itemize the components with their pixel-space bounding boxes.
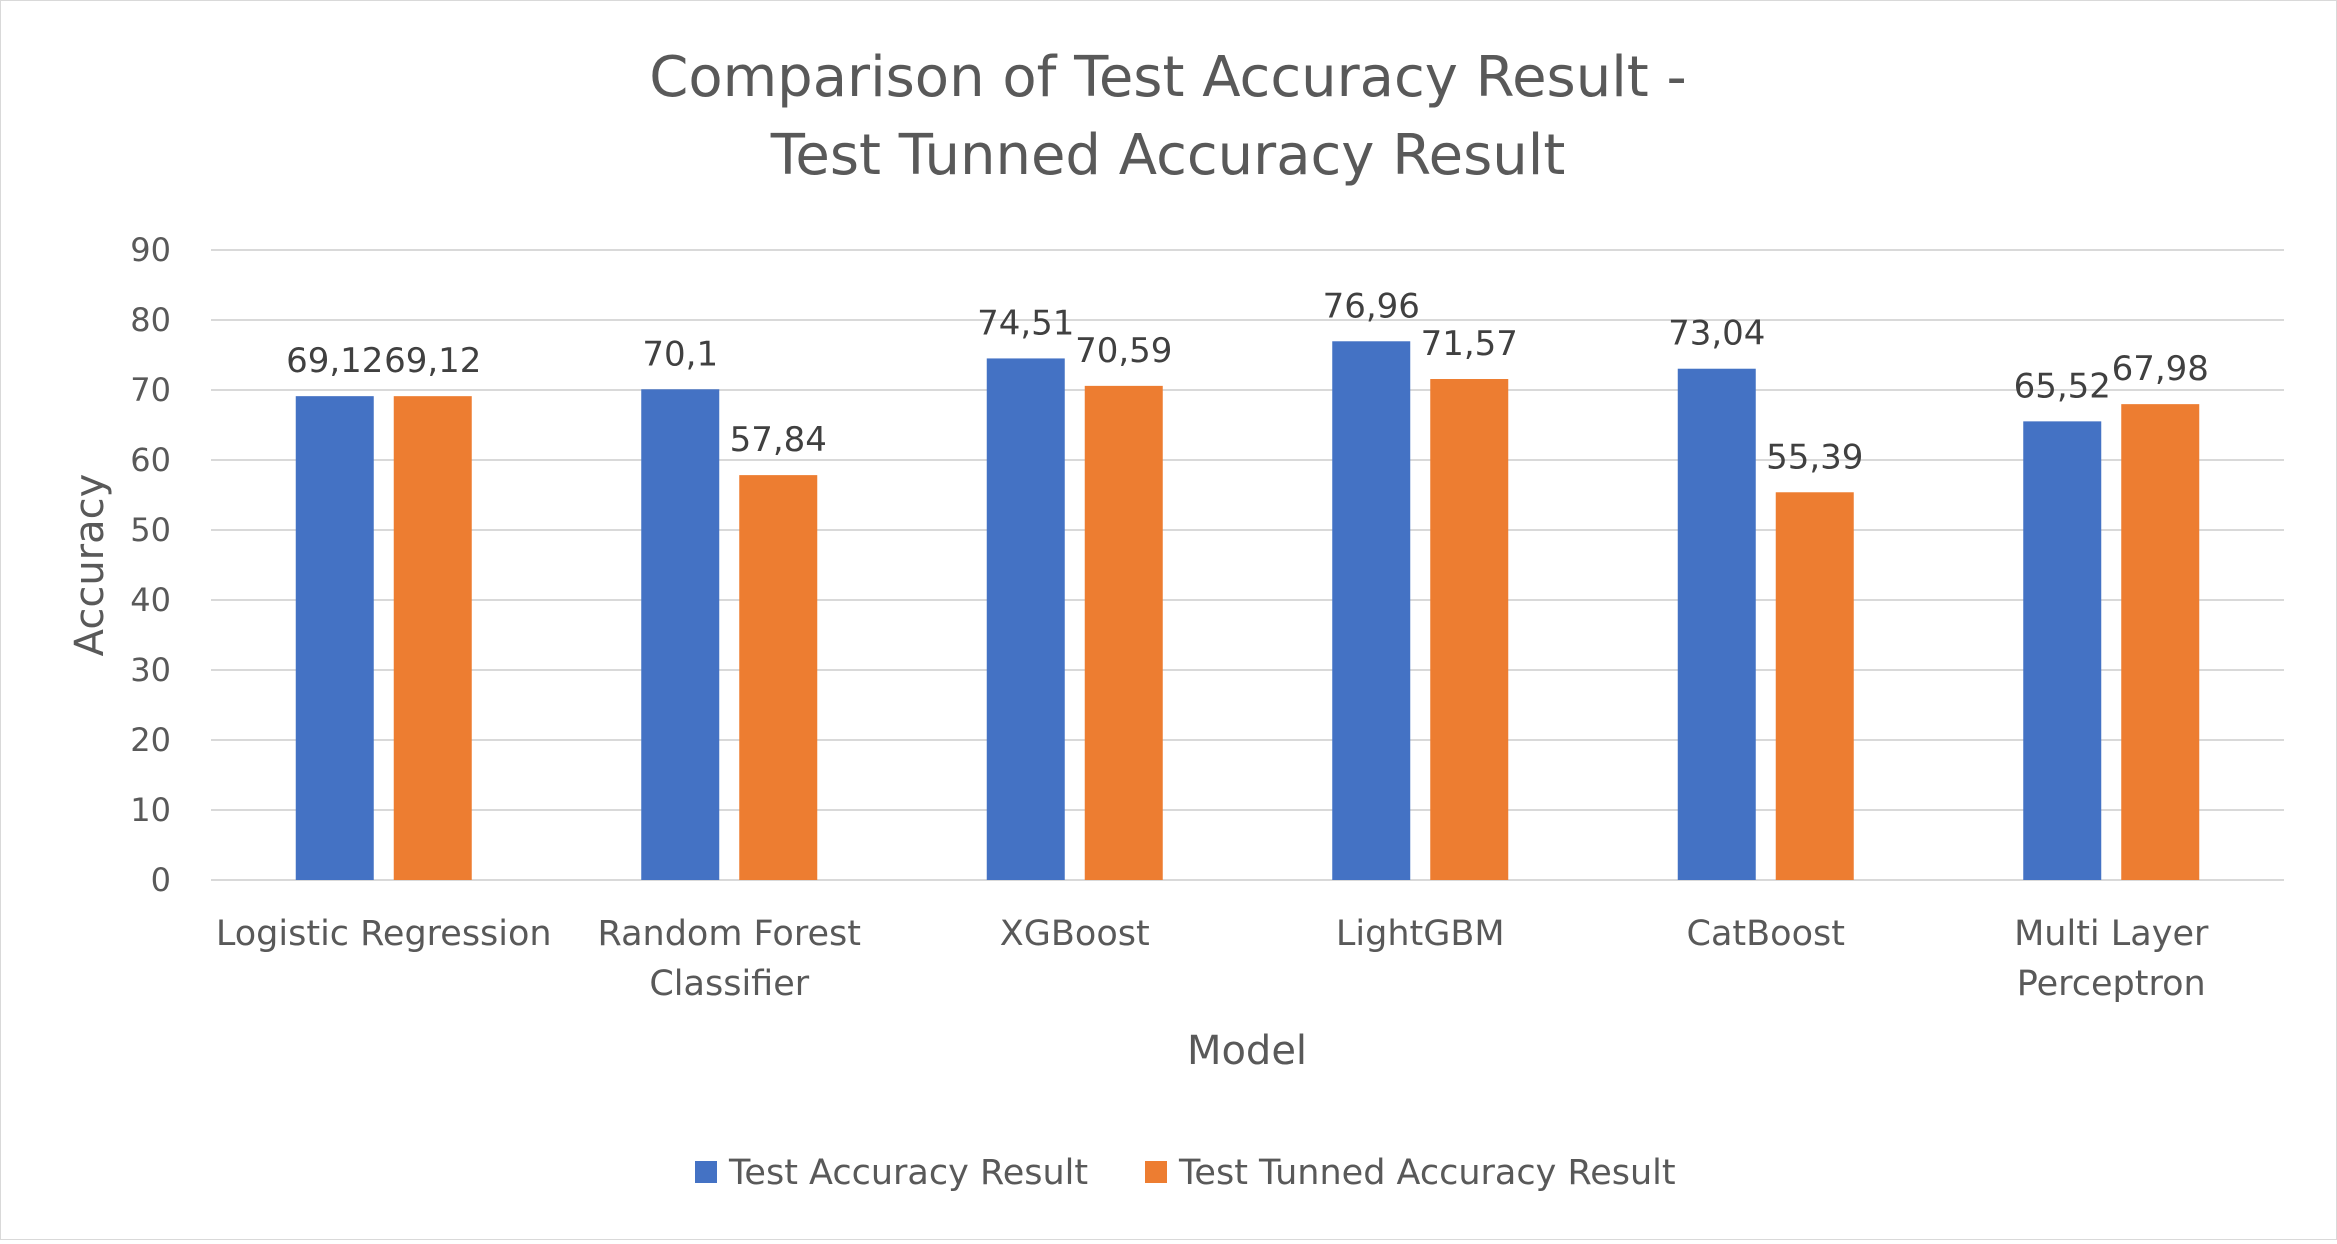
legend-label-test: Test Accuracy Result <box>728 1153 1088 1193</box>
data-label: 69,12 <box>384 341 481 381</box>
data-label: 67,98 <box>2112 349 2209 389</box>
y-tick-label: 50 <box>130 511 171 549</box>
bar-test-3 <box>1332 341 1411 880</box>
chart-title-line-2: Test Tunned Accuracy Result <box>770 123 1566 188</box>
legend-swatch-test <box>695 1161 717 1183</box>
data-label: 73,04 <box>1668 314 1765 354</box>
bar-tunned-4 <box>1775 492 1854 880</box>
data-label: 57,84 <box>730 420 827 460</box>
bar-tunned-0 <box>393 396 472 880</box>
y-tick-label: 90 <box>130 231 171 269</box>
bar-tunned-2 <box>1084 385 1163 880</box>
x-tick-label: XGBoost <box>1000 914 1150 954</box>
bar-test-4 <box>1677 368 1756 880</box>
legend: Test Accuracy Result Test Tunned Accuracy… <box>695 1153 1676 1193</box>
gridlines <box>211 249 2284 881</box>
y-tick-label: 40 <box>130 581 171 619</box>
bar-tunned-3 <box>1430 379 1509 880</box>
y-tick-label: 80 <box>130 301 171 339</box>
x-tick-label: Random Forest <box>598 914 861 954</box>
y-tick-label: 30 <box>130 651 171 689</box>
bar-test-5 <box>2023 421 2102 880</box>
y-axis-title: Accuracy <box>67 474 113 657</box>
x-tick-label: LightGBM <box>1336 914 1505 954</box>
y-tick-label: 10 <box>130 791 171 829</box>
y-tick-label: 60 <box>130 441 171 479</box>
data-label: 55,39 <box>1766 437 1863 477</box>
data-label: 71,57 <box>1421 324 1518 364</box>
data-label: 69,12 <box>286 341 383 381</box>
x-tick-label: Perceptron <box>2017 964 2206 1004</box>
data-label: 76,96 <box>1323 286 1420 326</box>
y-tick-label: 70 <box>130 371 171 409</box>
y-tick-label: 20 <box>130 721 171 759</box>
bar-tunned-5 <box>2121 404 2200 880</box>
bar-test-1 <box>641 389 720 880</box>
legend-swatch-tunned <box>1145 1161 1167 1183</box>
legend-label-tunned: Test Tunned Accuracy Result <box>1178 1153 1676 1193</box>
data-label: 70,59 <box>1075 331 1172 371</box>
data-label: 74,51 <box>977 303 1074 343</box>
bars <box>295 341 2200 880</box>
bar-test-2 <box>986 358 1065 880</box>
bar-test-0 <box>295 396 374 880</box>
chart-title-line-1: Comparison of Test Accuracy Result - <box>649 45 1686 110</box>
x-tick-label: Multi Layer <box>2014 914 2209 954</box>
data-label: 65,52 <box>2014 366 2111 406</box>
x-tick-label: Classifier <box>649 964 809 1004</box>
y-tick-label: 0 <box>151 861 171 899</box>
bar-tunned-1 <box>739 475 818 880</box>
x-axis-title: Model <box>1187 1028 1307 1074</box>
x-tick-label: Logistic Regression <box>216 914 552 954</box>
x-tick-label: CatBoost <box>1687 914 1845 954</box>
data-label: 70,1 <box>642 334 718 374</box>
labels: Comparison of Test Accuracy Result - Test… <box>67 45 2209 1074</box>
